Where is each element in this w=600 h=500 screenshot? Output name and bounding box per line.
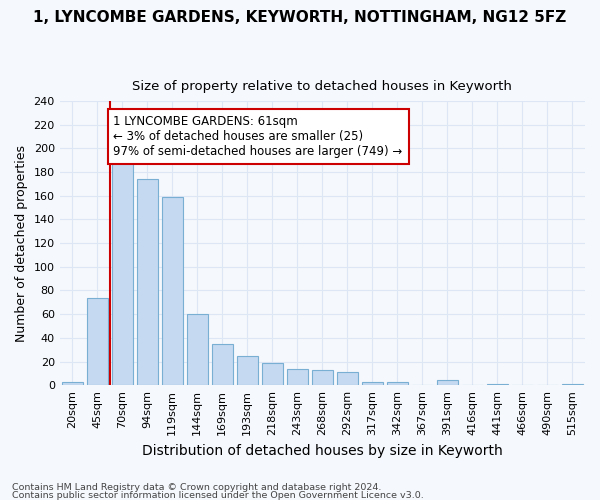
Bar (112, 148, 133, 385)
Bar (187, 314, 208, 385)
Bar (287, 368, 308, 385)
Bar (236, 356, 258, 385)
Text: Contains public sector information licensed under the Open Government Licence v3: Contains public sector information licen… (12, 490, 424, 500)
Bar (161, 197, 183, 385)
Text: Contains HM Land Registry data © Crown copyright and database right 2024.: Contains HM Land Registry data © Crown c… (12, 484, 382, 492)
Title: Size of property relative to detached houses in Keyworth: Size of property relative to detached ho… (133, 80, 512, 93)
X-axis label: Distribution of detached houses by size in Keyworth: Distribution of detached houses by size … (142, 444, 503, 458)
Bar (487, 384, 508, 385)
Bar (62, 382, 83, 385)
Y-axis label: Number of detached properties: Number of detached properties (15, 144, 28, 342)
Text: 1 LYNCOMBE GARDENS: 61sqm
← 3% of detached houses are smaller (25)
97% of semi-d: 1 LYNCOMBE GARDENS: 61sqm ← 3% of detach… (113, 116, 403, 158)
Bar (337, 372, 358, 385)
Bar (212, 344, 233, 385)
Bar (562, 384, 583, 385)
Bar (86, 298, 108, 385)
Bar (137, 179, 158, 385)
Bar (437, 380, 458, 385)
Bar (387, 382, 408, 385)
Bar (262, 362, 283, 385)
Bar (362, 382, 383, 385)
Bar (312, 370, 333, 385)
Text: 1, LYNCOMBE GARDENS, KEYWORTH, NOTTINGHAM, NG12 5FZ: 1, LYNCOMBE GARDENS, KEYWORTH, NOTTINGHA… (34, 10, 566, 25)
